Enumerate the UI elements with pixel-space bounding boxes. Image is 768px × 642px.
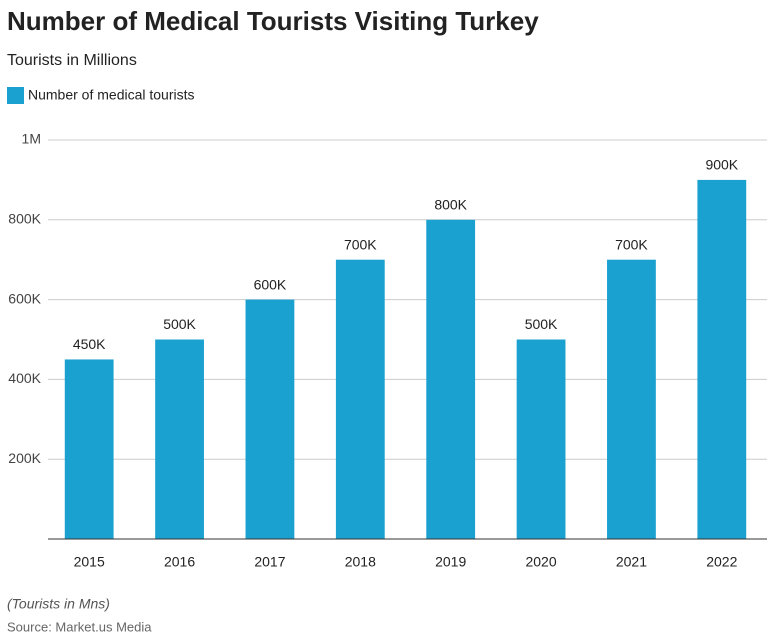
legend-swatch [7,87,24,104]
bar [516,339,566,539]
y-tick-label: 200K [8,450,41,466]
value-label: 450K [73,336,106,352]
bar [697,179,747,539]
x-tick-label: 2017 [254,554,285,570]
bar [335,259,385,539]
value-label: 500K [525,316,558,332]
chart-title: Number of Medical Tourists Visiting Turk… [7,6,539,36]
y-tick-label: 600K [8,290,41,306]
y-tick-label: 400K [8,370,41,386]
value-label: 500K [163,316,196,332]
x-tick-label: 2022 [706,554,737,570]
x-tick-label: 2021 [616,554,647,570]
bar [64,359,114,539]
bar [607,259,656,539]
note: (Tourists in Mns) [7,596,110,612]
x-tick-label: 2018 [345,554,376,570]
x-tick-label: 2016 [164,554,195,570]
source: Source: Market.us Media [7,619,152,634]
value-label: 900K [705,157,738,173]
bar [245,299,295,539]
value-label: 600K [254,276,287,292]
legend-label: Number of medical tourists [28,87,195,103]
value-label: 800K [434,197,467,213]
chart-subtitle: Tourists in Millions [7,52,137,69]
y-tick-label: 1M [22,131,41,147]
value-label: 700K [615,236,648,252]
x-tick-label: 2015 [74,554,105,570]
bar [155,339,204,539]
x-tick-label: 2020 [525,554,556,570]
value-label: 700K [344,236,377,252]
y-tick-label: 800K [8,211,41,227]
x-tick-label: 2019 [435,554,466,570]
bar [426,219,476,540]
